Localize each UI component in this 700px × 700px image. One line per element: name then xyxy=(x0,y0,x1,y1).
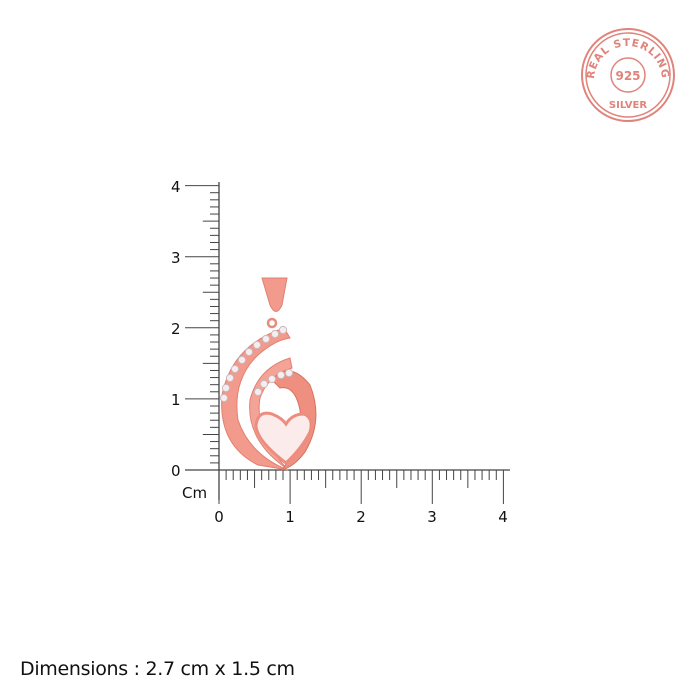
pendant-stone xyxy=(221,383,231,393)
y-tick-label: 1 xyxy=(171,391,181,409)
pendant xyxy=(219,277,317,471)
sterling-silver-badge: REAL STERLING 925 SILVER xyxy=(581,28,675,122)
pendant-stone xyxy=(230,364,240,374)
pendant-stone xyxy=(219,393,229,403)
y-tick-label: 4 xyxy=(171,178,181,196)
x-tick-label: 4 xyxy=(498,508,508,526)
badge-text-center: 925 xyxy=(615,69,640,83)
pendant-heart xyxy=(254,411,313,465)
unit-label: Cm xyxy=(182,484,207,502)
x-tick-label: 2 xyxy=(356,508,366,526)
pendant-stone xyxy=(284,368,294,378)
pendant-stone xyxy=(225,373,235,383)
x-tick-label: 1 xyxy=(285,508,295,526)
pendant-stone xyxy=(267,374,277,384)
pendant-stone xyxy=(253,387,263,397)
dimensions-text: Dimensions : 2.7 cm x 1.5 cm xyxy=(20,658,295,680)
ruler: Cm 0 1 2 3 4 0 1 2 3 4 xyxy=(171,178,510,526)
y-tick-label: 2 xyxy=(171,320,181,338)
y-tick-label: 3 xyxy=(171,249,181,267)
y-tick-label: 0 xyxy=(171,462,181,480)
pendant-stone xyxy=(278,325,288,335)
badge-text-bottom: SILVER xyxy=(609,100,647,111)
pendant-stone xyxy=(252,340,262,350)
pendant-stone xyxy=(237,355,247,365)
pendant-bail xyxy=(261,277,288,312)
pendant-stone xyxy=(259,379,269,389)
pendant-stone xyxy=(261,334,271,344)
pendant-stone xyxy=(244,347,254,357)
x-tick-label: 3 xyxy=(427,508,437,526)
x-tick-label: 0 xyxy=(214,508,224,526)
pendant-filigree-loop xyxy=(271,370,317,471)
pendant-stone xyxy=(270,329,280,339)
pendant-stone xyxy=(276,370,286,380)
